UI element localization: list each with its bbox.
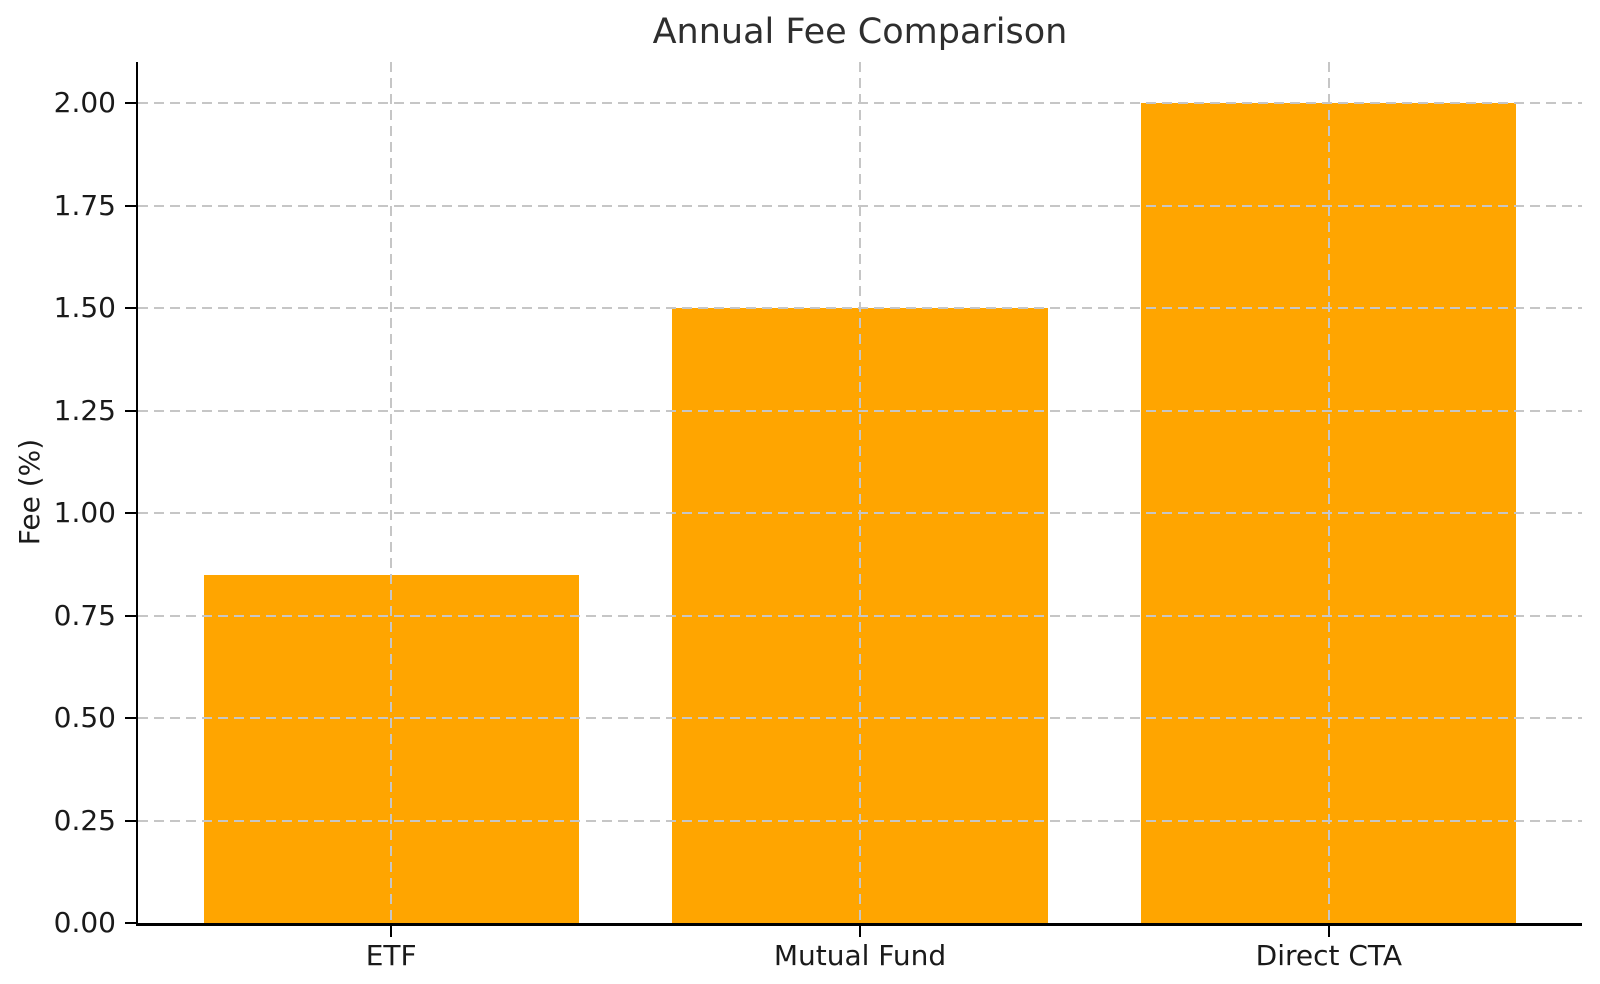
y-tick-label: 2.00	[53, 86, 116, 119]
y-tick-label: 0.25	[53, 803, 116, 837]
y-tick-label: 1.25	[53, 393, 116, 427]
y-tick-mark	[125, 819, 138, 822]
y-tick-label: 0.50	[53, 701, 116, 734]
y-tick-mark	[125, 204, 138, 207]
y-tick-label: 0.00	[53, 906, 116, 939]
x-tick-mark	[390, 926, 393, 937]
y-tick-label: 1.75	[53, 188, 116, 222]
y-tick-mark	[125, 307, 138, 309]
y-tick-mark	[125, 614, 138, 617]
y-tick-mark	[125, 922, 138, 924]
y-tick-label: 1.00	[53, 496, 116, 529]
bottom-spine	[136, 923, 1582, 926]
v-gridline	[1327, 62, 1330, 923]
y-tick-mark	[125, 512, 138, 514]
x-tick-mark	[1327, 926, 1330, 937]
y-tick-label: 0.75	[53, 598, 116, 632]
plot-area: 0.00 0.25 0.50 0.75 1.00 1.25 1.50 1.75 2.00 ETF M…	[54, 62, 1582, 972]
v-gridline	[390, 62, 393, 923]
v-gridline	[859, 62, 861, 923]
x-tick-label: Direct CTA	[1255, 939, 1403, 972]
x-tick-label: Mutual Fund	[773, 939, 947, 972]
y-tick-mark	[125, 409, 138, 412]
x-tick-label: ETF	[365, 939, 417, 972]
chart-title: Annual Fee Comparison	[652, 12, 1068, 52]
y-tick-mark	[125, 717, 138, 719]
y-tick-label: 1.50	[53, 291, 116, 324]
x-tick-mark	[859, 926, 861, 937]
left-spine	[136, 62, 138, 926]
y-tick-mark	[125, 102, 138, 104]
